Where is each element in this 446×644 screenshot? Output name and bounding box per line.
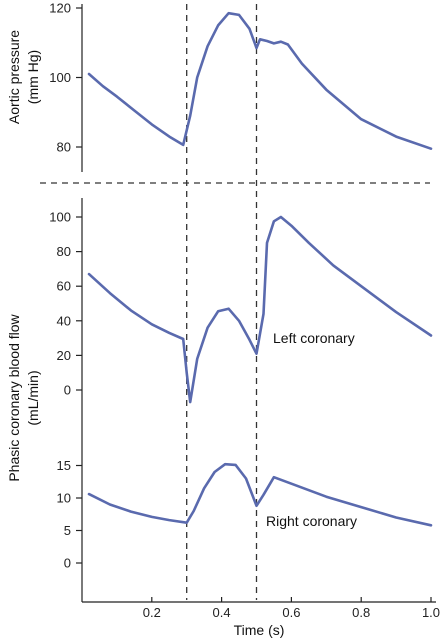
- x-tick-label: 0.8: [352, 605, 370, 620]
- aortic-ylabel-line2: (mm Hg): [25, 50, 41, 104]
- x-axis-label: Time (s): [234, 622, 285, 638]
- right-coronary-y-ticks: 0 5 10 15: [57, 458, 82, 571]
- right-coronary-curve: [87, 462, 433, 527]
- aortic-tick-label: 100: [49, 70, 71, 85]
- x-tick-label: 0.2: [143, 605, 161, 620]
- left-coronary-y-ticks: 0 20 40 60 80 100: [49, 210, 82, 398]
- left-tick-label: 60: [57, 279, 71, 294]
- aortic-pressure-curve: [87, 11, 433, 150]
- flow-ylabel-line1: Phasic coronary blood flow: [6, 313, 22, 481]
- right-tick-label: 10: [57, 491, 71, 506]
- x-ticks: 0.2 0.4 0.6 0.8 1.0: [143, 597, 440, 620]
- aortic-tick-label: 120: [49, 1, 71, 16]
- aortic-tick-label: 80: [57, 140, 71, 155]
- aortic-ylabel-line1: Aortic pressure: [6, 30, 22, 124]
- flow-ylabel-line2: (mL/min): [25, 370, 41, 425]
- right-tick-label: 15: [57, 458, 71, 473]
- x-tick-label: 1.0: [422, 605, 440, 620]
- right-tick-label: 0: [64, 556, 71, 571]
- x-tick-label: 0.6: [282, 605, 300, 620]
- left-tick-label: 20: [57, 348, 71, 363]
- right-tick-label: 5: [64, 523, 71, 538]
- left-coronary-curve: [87, 215, 433, 404]
- left-tick-label: 100: [49, 210, 71, 225]
- right-coronary-label: Right coronary: [266, 513, 357, 529]
- left-tick-label: 0: [64, 383, 71, 398]
- left-coronary-label: Left coronary: [273, 330, 355, 346]
- left-tick-label: 40: [57, 313, 71, 328]
- left-tick-label: 80: [57, 244, 71, 259]
- x-tick-label: 0.4: [213, 605, 231, 620]
- aortic-y-ticks: 80 100 120: [49, 1, 82, 155]
